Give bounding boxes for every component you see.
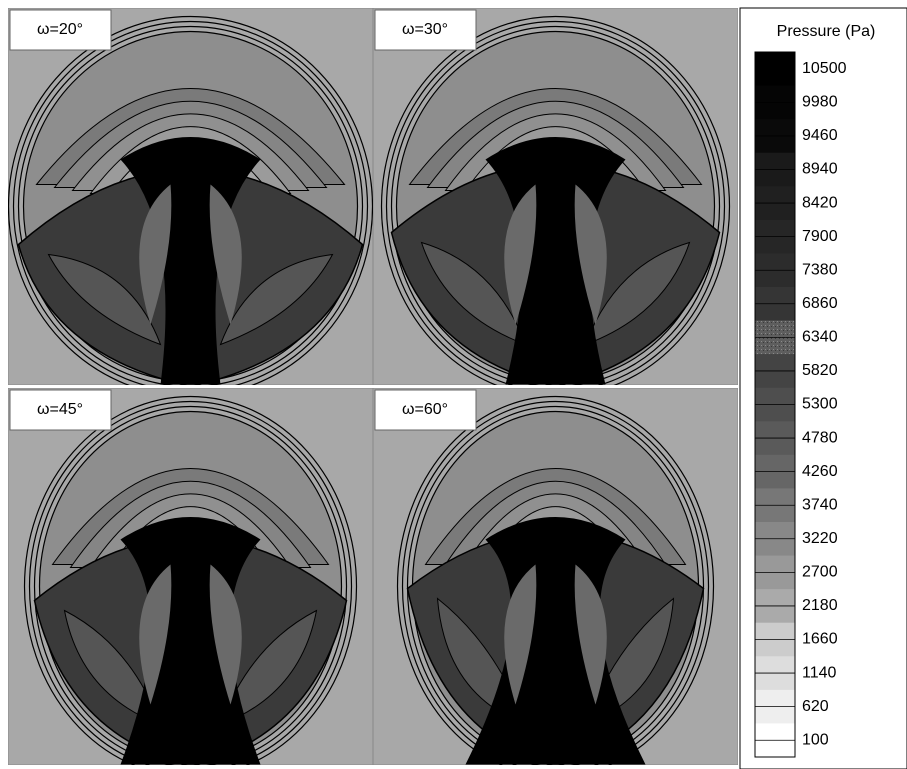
colorbar-label: 4260 <box>802 463 838 480</box>
colorbar-label: 1660 <box>802 631 838 648</box>
panel-label: ω=60° <box>402 401 448 418</box>
colorbar-label: 1140 <box>802 664 837 681</box>
colorbar-label: 100 <box>802 731 829 748</box>
colorbar-label: 8420 <box>802 194 838 211</box>
colorbar-label: 6860 <box>802 295 838 312</box>
colorbar-label: 7900 <box>802 228 838 245</box>
colorbar-label: 10500 <box>802 60 847 77</box>
colorbar-label: 5820 <box>802 362 838 379</box>
panel-label: ω=30° <box>402 21 448 38</box>
colorbar-label: 3220 <box>802 530 838 547</box>
panel-label: ω=20° <box>37 21 83 38</box>
contour-panel <box>373 8 738 397</box>
colorbar-label: 620 <box>802 698 829 715</box>
colorbar-label: 4780 <box>802 429 838 446</box>
colorbar-label: 3740 <box>802 496 838 513</box>
contour-panel <box>8 388 373 769</box>
panel-label: ω=45° <box>37 401 83 418</box>
contour-panel <box>373 388 738 769</box>
colorbar-label: 7380 <box>802 261 838 278</box>
colorbar-label: 2700 <box>802 564 838 581</box>
colorbar-label: 5300 <box>802 396 838 413</box>
contour-panel <box>8 8 373 397</box>
colorbar-title: Pressure (Pa) <box>777 23 876 40</box>
colorbar-label: 9980 <box>802 94 838 111</box>
colorbar-label: 6340 <box>802 329 838 346</box>
colorbar-label: 2180 <box>802 597 838 614</box>
colorbar-label: 9460 <box>802 127 838 144</box>
colorbar-label: 8940 <box>802 161 838 178</box>
figure: ω=20° ω=30° ω=45° ω=60° Pressure (Pa) 10500… <box>0 0 907 769</box>
panels: ω=20° ω=30° ω=45° ω=60° <box>8 8 738 769</box>
